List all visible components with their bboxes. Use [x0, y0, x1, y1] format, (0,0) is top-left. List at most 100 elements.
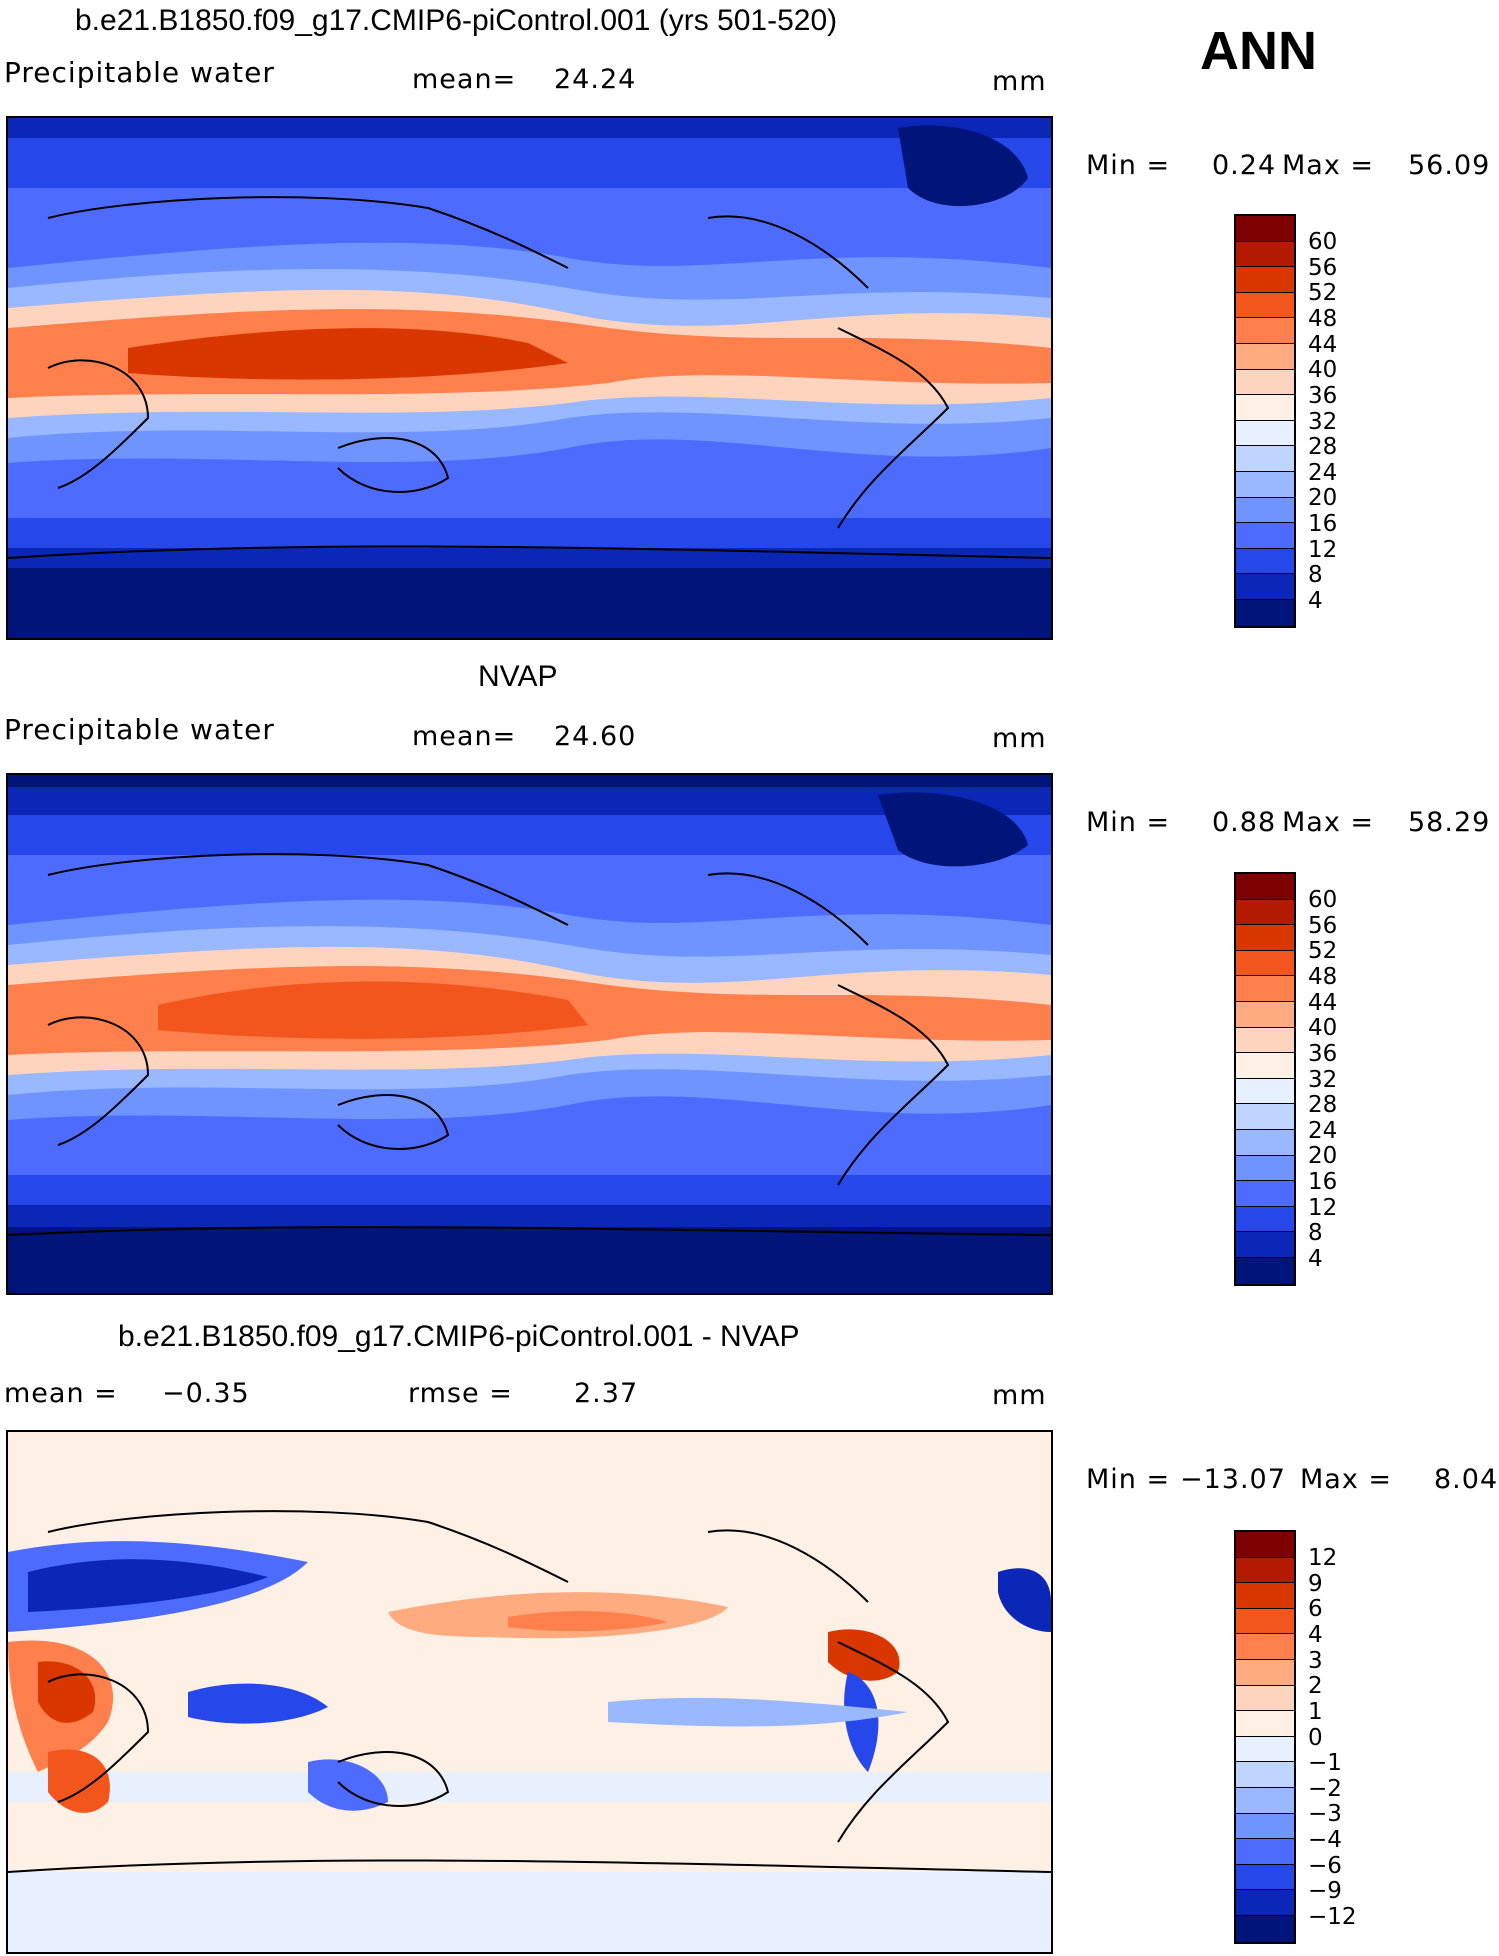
panel3-colorbar-segment: [1236, 1583, 1294, 1609]
panel3-colorbar-segment: [1236, 1659, 1294, 1686]
panel2-colorbar-segment: [1236, 1206, 1294, 1233]
panel2-mean-value: 24.60: [554, 721, 637, 752]
panel1-colorbar-tick: 32: [1308, 409, 1338, 435]
panel2-colorbar-tick: 40: [1308, 1015, 1338, 1041]
panel3-colorbar-segment: [1236, 1915, 1294, 1942]
panel2-colorbar-segment: [1236, 1001, 1294, 1028]
panel1-colorbar-segment: [1236, 446, 1294, 472]
panel1-colorbar-segment: [1236, 241, 1294, 268]
panel3-colorbar-tick: −12: [1308, 1904, 1357, 1930]
panel3-colorbar-tick: 4: [1308, 1622, 1323, 1648]
panel1-colorbar-tick: 24: [1308, 460, 1338, 486]
panel2-colorbar-tick: 8: [1308, 1220, 1323, 1246]
panel1-colorbar-tick: 16: [1308, 511, 1338, 537]
panel3-min-value: −13.07: [1180, 1464, 1286, 1495]
panel2-mean-label: mean=: [412, 721, 517, 752]
panel1-colorbar-tick: 48: [1308, 306, 1338, 332]
panel3-colorbar-segment: [1236, 1762, 1294, 1788]
panel3-mean-label: mean =: [4, 1378, 118, 1409]
panel2-colorbar-tick: 52: [1308, 938, 1338, 964]
panel1-colorbar-tick: 60: [1308, 229, 1338, 255]
panel2-title: NVAP: [478, 660, 558, 693]
panel3-max-value: 8.04: [1434, 1464, 1499, 1495]
panel3-colorbar-segment: [1236, 1685, 1294, 1712]
panel1-colorbar-segment: [1236, 548, 1294, 575]
panel2-colorbar-segment: [1236, 976, 1294, 1002]
panel2-colorbar-tick: 56: [1308, 913, 1338, 939]
panel2-colorbar-tick: 44: [1308, 990, 1338, 1016]
panel2-colorbar-segment: [1236, 1104, 1294, 1130]
panel3-colorbar-tick: 2: [1308, 1673, 1323, 1699]
panel3-colorbar-segment: [1236, 1634, 1294, 1660]
panel3-colorbar-tick: 12: [1308, 1545, 1338, 1571]
panel1-units: mm: [992, 66, 1047, 97]
panel3-map: [6, 1430, 1053, 1954]
panel1-mean-label: mean=: [412, 64, 517, 95]
panel1-colorbar-tick: 28: [1308, 434, 1338, 460]
panel3-min-label: Min =: [1086, 1464, 1171, 1495]
panel1-colorbar-segment: [1236, 420, 1294, 447]
panel1-max-label: Max =: [1282, 150, 1375, 181]
panel1-min-value: 0.24: [1212, 150, 1277, 181]
panel3-colorbar-segment: [1236, 1736, 1294, 1763]
panel1-colorbar-segment: [1236, 574, 1294, 600]
panel2-colorbar-tick: 12: [1308, 1195, 1338, 1221]
panel1-max-value: 56.09: [1408, 150, 1491, 181]
panel2-variable-label: Precipitable water: [4, 713, 275, 746]
panel2-colorbar-tick: 4: [1308, 1246, 1323, 1272]
panel2-colorbar: [1234, 872, 1296, 1286]
panel3-colorbar-tick: −3: [1308, 1801, 1342, 1827]
panel3-colorbar-segment: [1236, 1813, 1294, 1840]
panel2-colorbar-segment: [1236, 925, 1294, 951]
panel1-colorbar-segment: [1236, 318, 1294, 344]
panel2-colorbar-tick: 20: [1308, 1143, 1338, 1169]
panel3-colorbar-tick: −2: [1308, 1776, 1342, 1802]
panel1-colorbar-segment: [1236, 369, 1294, 396]
panel2-colorbar-segment: [1236, 1257, 1294, 1284]
panel3-colorbar-segment: [1236, 1557, 1294, 1584]
panel1-colorbar-segment: [1236, 216, 1294, 242]
panel1-variable-label: Precipitable water: [4, 56, 275, 89]
panel1-title: b.e21.B1850.f09_g17.CMIP6-piControl.001 …: [75, 4, 838, 37]
panel1-colorbar-segment: [1236, 471, 1294, 498]
panel2-max-value: 58.29: [1408, 807, 1491, 838]
panel1-colorbar-tick: 8: [1308, 562, 1323, 588]
panel2-max-label: Max =: [1282, 807, 1375, 838]
panel3-colorbar-segment: [1236, 1532, 1294, 1558]
panel1-colorbar-tick: 12: [1308, 537, 1338, 563]
panel3-colorbar-segment: [1236, 1711, 1294, 1737]
panel3-colorbar-segment: [1236, 1787, 1294, 1814]
panel3-colorbar-segment: [1236, 1608, 1294, 1635]
panel2-colorbar-tick: 16: [1308, 1169, 1338, 1195]
panel3-max-label: Max =: [1300, 1464, 1393, 1495]
panel1-colorbar-tick: 20: [1308, 485, 1338, 511]
panel2-min-value: 0.88: [1212, 807, 1277, 838]
panel3-units: mm: [992, 1380, 1047, 1411]
panel2-map: [6, 773, 1053, 1295]
panel2-colorbar-segment: [1236, 899, 1294, 926]
panel3-colorbar-segment: [1236, 1864, 1294, 1891]
panel1-colorbar-segment: [1236, 343, 1294, 370]
panel1-colorbar-tick: 36: [1308, 383, 1338, 409]
panel3-colorbar-tick: 6: [1308, 1596, 1323, 1622]
panel2-colorbar-segment: [1236, 1232, 1294, 1258]
panel3-colorbar-tick: −4: [1308, 1827, 1342, 1853]
panel3-rmse-value: 2.37: [574, 1378, 639, 1409]
panel3-colorbar-segment: [1236, 1890, 1294, 1916]
panel1-map: [6, 116, 1053, 640]
panel1-colorbar-tick: 56: [1308, 255, 1338, 281]
panel3-colorbar-tick: −1: [1308, 1750, 1342, 1776]
panel1-min-label: Min =: [1086, 150, 1171, 181]
panel1-colorbar-tick: 44: [1308, 332, 1338, 358]
panel3-colorbar-tick: 1: [1308, 1699, 1323, 1725]
panel2-colorbar-segment: [1236, 874, 1294, 900]
panel1-colorbar-segment: [1236, 395, 1294, 421]
panel3-colorbar-tick: −9: [1308, 1878, 1342, 1904]
panel2-colorbar-segment: [1236, 1027, 1294, 1054]
panel1-colorbar-segment: [1236, 497, 1294, 524]
panel3-colorbar-segment: [1236, 1839, 1294, 1865]
panel2-colorbar-segment: [1236, 1053, 1294, 1079]
panel1-colorbar-tick: 40: [1308, 357, 1338, 383]
panel2-colorbar-tick: 24: [1308, 1118, 1338, 1144]
panel2-colorbar-segment: [1236, 1129, 1294, 1156]
